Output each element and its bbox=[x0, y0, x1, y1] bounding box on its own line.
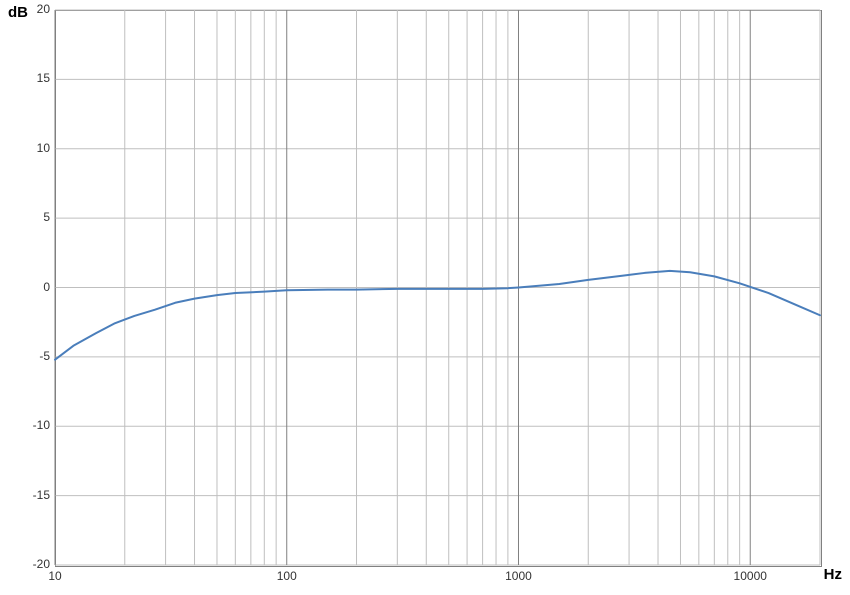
y-tick-label: -10 bbox=[20, 418, 50, 432]
x-tick-label: 10000 bbox=[734, 569, 767, 583]
y-tick-label: -20 bbox=[20, 557, 50, 571]
y-tick-label: 5 bbox=[20, 210, 50, 224]
y-tick-label: -15 bbox=[20, 488, 50, 502]
x-tick-label: 10 bbox=[48, 569, 61, 583]
y-tick-label: -5 bbox=[20, 349, 50, 363]
y-tick-label: 10 bbox=[20, 141, 50, 155]
y-tick-label: 20 bbox=[20, 2, 50, 16]
y-tick-label: 0 bbox=[20, 280, 50, 294]
chart-svg bbox=[0, 0, 850, 595]
x-tick-label: 100 bbox=[277, 569, 297, 583]
x-tick-label: 1000 bbox=[505, 569, 532, 583]
frequency-response-chart: dB Hz 20151050-5-10-15-20 10100100010000 bbox=[0, 0, 850, 595]
y-tick-label: 15 bbox=[20, 71, 50, 85]
